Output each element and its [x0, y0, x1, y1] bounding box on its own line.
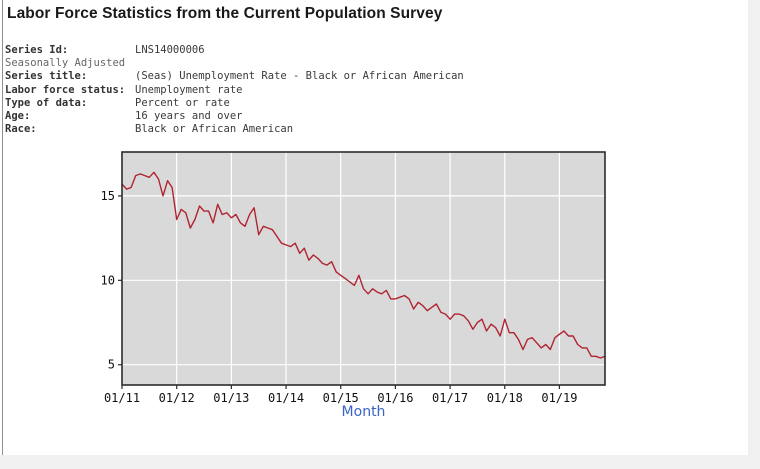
- meta-row-series-title: Series title: (Seas) Unemployment Rate -…: [0, 70, 740, 83]
- x-axis-title: Month: [341, 404, 386, 420]
- meta-label: Type of data:: [5, 96, 88, 109]
- meta-row-type-of-data: Type of data: Percent or rate: [0, 97, 740, 110]
- y-tick-label: 5: [108, 358, 115, 372]
- x-tick-label: 01/19: [541, 391, 577, 405]
- meta-row-race: Race: Black or African American: [0, 123, 740, 136]
- meta-label: Series Id:: [5, 44, 69, 56]
- meta-label: Labor force status:: [5, 83, 126, 96]
- meta-label: Age:: [5, 109, 31, 122]
- right-gutter: [748, 0, 760, 469]
- plot-area: [122, 152, 605, 385]
- content-pane: Labor Force Statistics from the Current …: [0, 0, 748, 455]
- x-tick-label: 01/14: [268, 391, 304, 405]
- meta-value: Unemployment rate: [135, 83, 243, 96]
- meta-row-seasonally-adjusted: Seasonally Adjusted: [0, 57, 740, 70]
- plot-border: [121, 151, 606, 386]
- meta-value: Black or African American: [135, 123, 294, 136]
- left-rule-divider: [2, 0, 3, 455]
- x-tick-label: 01/12: [159, 391, 195, 405]
- meta-row-age: Age: 16 years and over: [0, 110, 740, 123]
- x-tick-label: 01/18: [487, 391, 523, 405]
- x-tick-label: 01/15: [323, 391, 359, 405]
- bottom-gutter: [0, 455, 748, 469]
- series-metadata: Series Id: LNS14000006 Seasonally Adjust…: [0, 44, 740, 136]
- x-tick-label: 01/16: [377, 391, 413, 405]
- meta-value: LNS14000006: [135, 44, 205, 56]
- meta-label: Series title:: [5, 70, 88, 83]
- meta-value: Percent or rate: [135, 96, 230, 109]
- meta-value: 16 years and over: [135, 109, 243, 122]
- meta-value: (Seas) Unemployment Rate - Black or Afri…: [135, 70, 464, 83]
- y-tick-label: 15: [101, 189, 115, 203]
- x-tick-label: 01/11: [104, 391, 140, 405]
- meta-label: Seasonally Adjusted: [5, 57, 126, 70]
- meta-label: Race:: [5, 123, 37, 136]
- x-tick-label: 01/17: [432, 391, 468, 405]
- y-tick-label: 10: [101, 273, 115, 287]
- meta-row-labor-force-status: Labor force status: Unemployment rate: [0, 84, 740, 97]
- x-tick-label: 01/13: [213, 391, 249, 405]
- page-title: Labor Force Statistics from the Current …: [7, 5, 443, 22]
- meta-row-series-id: Series Id: LNS14000006: [0, 44, 740, 57]
- series-line: [121, 171, 606, 359]
